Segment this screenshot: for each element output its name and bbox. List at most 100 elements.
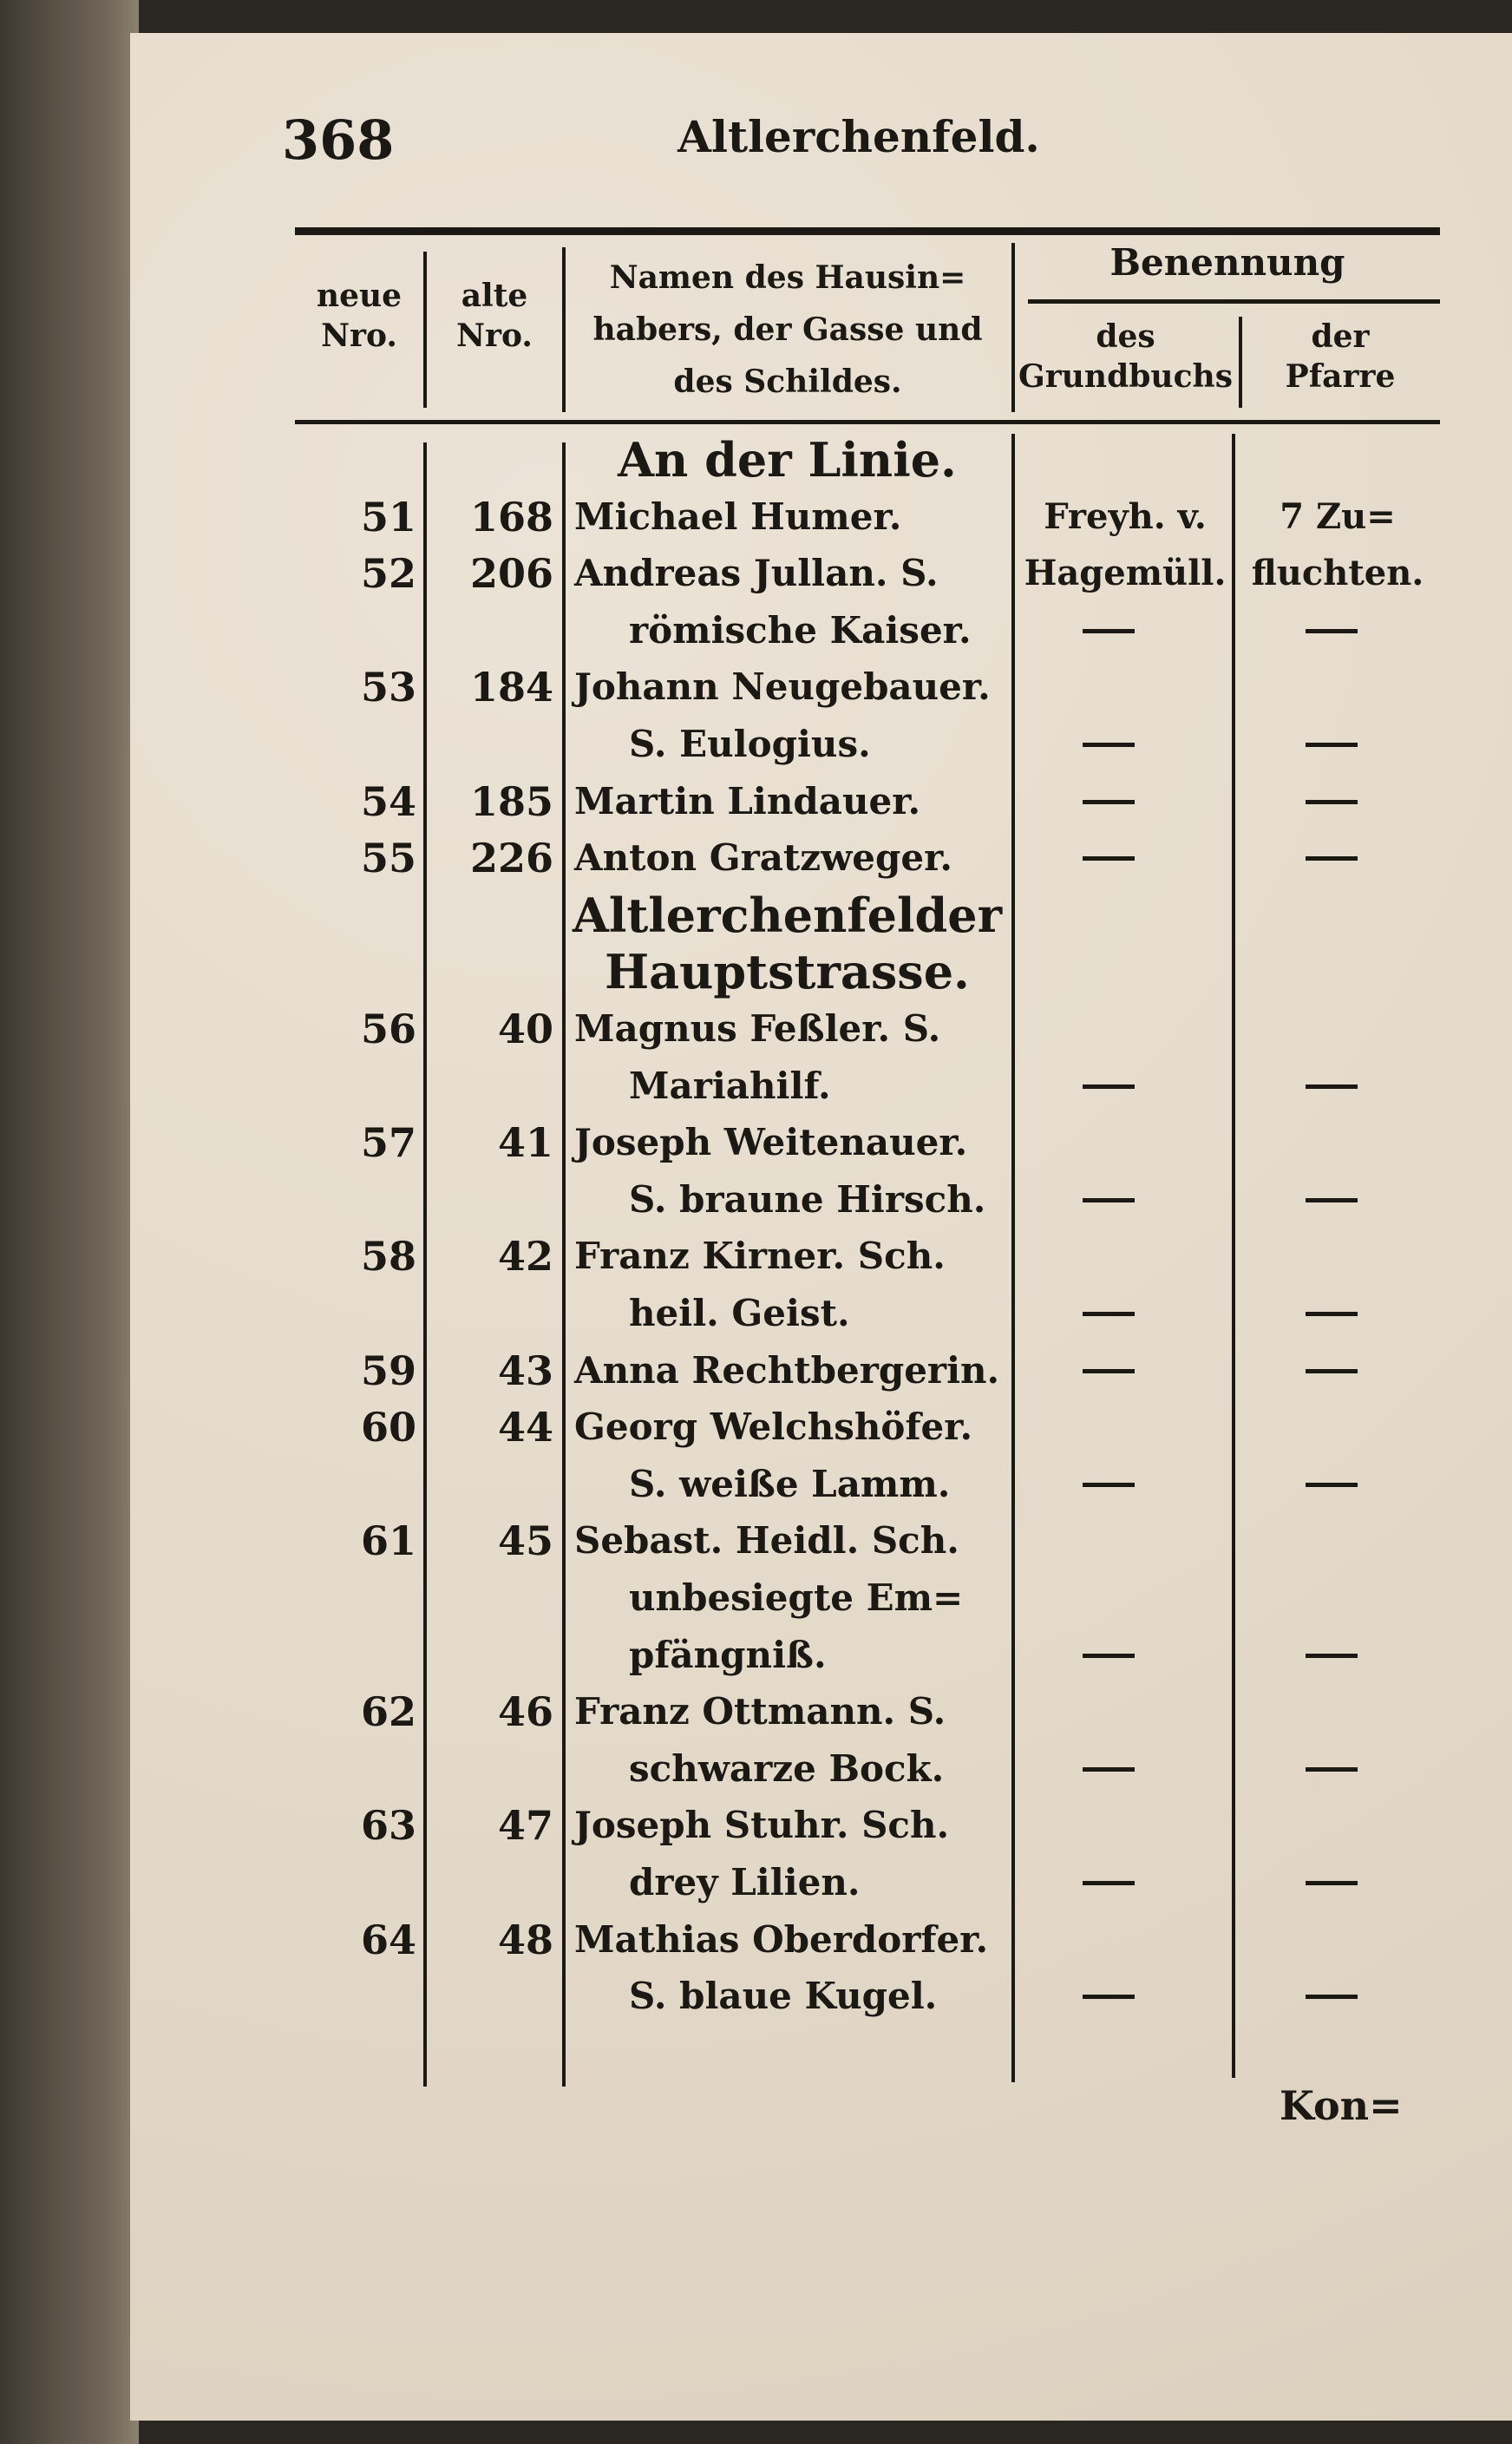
header-text: des Schildes.	[673, 364, 902, 400]
header-text: habers, der Gasse und	[592, 311, 983, 348]
header-benennung: Benennung	[1109, 241, 1345, 284]
pfarre-dash	[1306, 628, 1358, 633]
old-number: 43	[497, 1346, 553, 1394]
header-text: der	[1311, 318, 1370, 355]
owner-sign-text: Magnus Feßler. S.	[574, 1007, 941, 1050]
old-number: 184	[469, 664, 553, 711]
old-number: 40	[497, 1006, 553, 1052]
header-neue-nro: neue Nro.	[295, 276, 423, 356]
new-number: 64	[360, 1916, 416, 1963]
header-text: Namen des Hausin=	[609, 259, 966, 296]
grundbuch-dash	[1083, 856, 1135, 862]
running-title: Altlerchenfeld.	[677, 111, 1040, 162]
header-text: Nro.	[456, 318, 533, 354]
owner-sign-text: Georg Welchshöfer.	[574, 1405, 973, 1449]
pfarre-dash	[1306, 1995, 1358, 2000]
old-number: 42	[497, 1233, 553, 1281]
column-divider	[562, 442, 566, 2087]
old-number: 46	[497, 1688, 553, 1736]
new-number: 59	[360, 1346, 416, 1394]
new-number: 58	[360, 1233, 416, 1281]
owner-sign-text: Anna Rechtbergerin.	[574, 1348, 1000, 1392]
grundbuch-dash	[1083, 628, 1135, 633]
owner-sign-text: schwarze Bock.	[629, 1746, 945, 1790]
owner-sign-text: Johann Neugebauer.	[574, 665, 991, 709]
header-pfarre: der Pfarre	[1240, 317, 1440, 396]
owner-sign-text: Martin Lindauer.	[574, 779, 921, 822]
header-divider	[1239, 317, 1242, 408]
grundbuch-dash	[1083, 1368, 1135, 1373]
owner-sign-text: pfängniß.	[629, 1633, 827, 1676]
new-number: 63	[360, 1802, 416, 1850]
grundbuch-dash	[1083, 1995, 1135, 2000]
old-number: 206	[469, 550, 553, 598]
table-top-rule	[295, 227, 1440, 235]
old-number: 44	[497, 1404, 553, 1451]
catchword: Kon=	[1280, 2082, 1403, 2129]
street-heading: Hauptstrasse.	[605, 944, 970, 1000]
grundbuch-dash	[1083, 799, 1135, 804]
owner-sign-text: römische Kaiser.	[629, 608, 972, 652]
header-text: Nro.	[321, 318, 397, 354]
old-number: 185	[469, 777, 553, 825]
grundbuch-dash	[1083, 1197, 1135, 1202]
new-number: 54	[360, 777, 416, 825]
header-text: Grundbuchs	[1018, 358, 1233, 395]
pfarre-text: fluchten.	[1251, 553, 1424, 594]
owner-sign-text: Joseph Stuhr. Sch.	[574, 1804, 950, 1847]
street-heading: Altlerchenfelder	[572, 887, 1003, 943]
header-divider	[1011, 243, 1015, 412]
pfarre-dash	[1306, 1312, 1358, 1316]
new-number: 61	[360, 1517, 416, 1565]
pfarre-dash	[1306, 1197, 1358, 1202]
new-number: 60	[360, 1404, 416, 1451]
owner-sign-text: Mariahilf.	[629, 1064, 831, 1107]
new-number: 62	[360, 1688, 416, 1736]
old-number: 47	[497, 1802, 553, 1850]
benennung-rule	[1028, 299, 1440, 304]
owner-sign-text: S. braune Hirsch.	[629, 1177, 986, 1221]
pfarre-dash	[1306, 1482, 1358, 1487]
pfarre-dash	[1306, 1368, 1358, 1373]
owner-sign-text: S. blaue Kugel.	[629, 1975, 938, 2018]
grundbuch-dash	[1083, 1766, 1135, 1772]
book-page	[130, 33, 1512, 2421]
grundbuch-text: Freyh. v.	[1044, 495, 1207, 537]
owner-sign-text: Joseph Weitenauer.	[574, 1121, 968, 1164]
pfarre-dash	[1306, 743, 1358, 747]
new-number: 51	[360, 493, 416, 541]
header-bottom-rule	[295, 420, 1440, 424]
header-text: des	[1096, 318, 1155, 355]
grundbuch-dash	[1083, 1482, 1135, 1487]
owner-sign-text: S. Eulogius.	[629, 723, 871, 765]
column-divider	[1011, 434, 1015, 2082]
header-text: neue	[316, 278, 403, 314]
header-text: alte	[461, 278, 528, 314]
pfarre-dash	[1306, 856, 1358, 862]
owner-sign-text: heil. Geist.	[629, 1292, 850, 1334]
owner-sign-text: Andreas Jullan. S.	[574, 552, 939, 595]
header-divider	[423, 252, 427, 408]
column-divider	[423, 442, 427, 2087]
owner-sign-text: Sebast. Heidl. Sch.	[574, 1519, 959, 1563]
grundbuch-dash	[1083, 743, 1135, 747]
new-number: 53	[360, 664, 416, 711]
old-number: 48	[497, 1916, 553, 1963]
page-number: 368	[282, 108, 395, 172]
pfarre-dash	[1306, 1766, 1358, 1772]
owner-sign-text: drey Lilien.	[629, 1861, 861, 1903]
pfarre-dash	[1306, 799, 1358, 804]
owner-sign-text: Anton Gratzweger.	[574, 836, 953, 880]
grundbuch-text: Hagemüll.	[1024, 553, 1227, 594]
grundbuch-dash	[1083, 1084, 1135, 1089]
old-number: 45	[497, 1517, 553, 1565]
book-edge	[0, 0, 139, 2444]
header-alte-nro: alte Nro.	[427, 276, 562, 356]
new-number: 57	[360, 1119, 416, 1167]
old-number: 168	[469, 493, 553, 541]
old-number: 226	[469, 835, 553, 882]
owner-sign-text: Michael Humer.	[574, 495, 902, 538]
header-namen: Namen des Hausin= habers, der Gasse und …	[566, 252, 1010, 408]
grundbuch-dash	[1083, 1881, 1135, 1885]
street-heading: An der Linie.	[618, 432, 957, 488]
